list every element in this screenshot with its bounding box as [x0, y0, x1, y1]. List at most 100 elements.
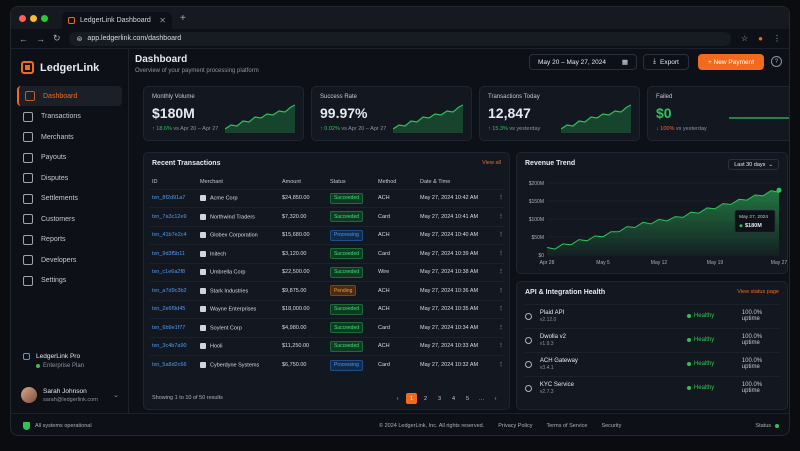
table-row[interactable]: txn_6b9e1f77 Soylent Corp $4,980.00 Succeed… [150, 318, 504, 337]
txn-id-cell[interactable]: txn_2e6f9d45 [150, 299, 198, 319]
maximize-window-button[interactable] [41, 14, 48, 22]
amount-cell: $24,850.00 [280, 188, 328, 208]
table-row[interactable]: txn_9d3f5b11 Initech $3,120.00 Succeeded Car… [150, 244, 504, 263]
x-tick-label: Apr 28 [540, 260, 555, 266]
bookmark-star-icon[interactable]: ☆ [740, 34, 749, 43]
security-link[interactable]: Security [601, 422, 622, 429]
export-button[interactable]: ⤓ Export [643, 54, 689, 70]
page-button[interactable]: 5 [465, 395, 470, 402]
row-actions-icon[interactable]: ⋮ [496, 225, 504, 245]
close-tab-icon[interactable]: ✕ [159, 16, 166, 25]
row-actions-icon[interactable]: ⋮ [496, 281, 504, 300]
table-row[interactable]: txn_5a8d2c66 Cyberdyne Systems $6,750.00 Pr… [150, 355, 504, 374]
table-row[interactable]: txn_a7d9c3b2 Stark Industries $9,875.00 Pen… [150, 281, 504, 300]
copyright: © 2024 LedgerLink, Inc. All rights reser… [379, 422, 485, 429]
privacy-link[interactable]: Privacy Policy [498, 422, 533, 429]
status-cell: Processing [328, 225, 376, 245]
row-actions-icon[interactable]: ⋮ [496, 336, 504, 356]
merchant-name: Cyberdyne Systems [210, 362, 260, 369]
sidebar-item-transactions[interactable]: Transactions [17, 107, 122, 127]
txn-id-cell[interactable]: txn_c1e6a2f8 [150, 262, 198, 282]
sidebar-item-reports[interactable]: Reports [17, 230, 122, 250]
view-status-link[interactable]: View status page [737, 289, 779, 295]
row-actions-icon[interactable]: ⋮ [496, 262, 504, 282]
page-button[interactable]: 1 [406, 393, 417, 404]
page-button[interactable]: … [478, 395, 485, 402]
extension-icon[interactable]: ● [758, 34, 763, 43]
status-cell: Succeeded [328, 244, 376, 263]
tooltip-dot [739, 224, 743, 228]
date-time-cell: May 27, 2024 10:42 AM [418, 188, 496, 208]
date-range-picker[interactable]: May 20 – May 27, 2024 ▦ [529, 54, 637, 70]
table-row[interactable]: txn_7a3c12e9 Northwind Traders $7,320.00 Su… [150, 207, 504, 226]
sidebar-item-disputes[interactable]: Disputes [17, 168, 122, 188]
back-button[interactable]: ← [19, 33, 28, 44]
plan-card[interactable]: LedgerLink Pro Enterprise Plan [17, 349, 123, 373]
method-cell: Card [376, 355, 418, 374]
reload-button[interactable]: ↻ [53, 33, 61, 43]
txn-id-cell[interactable]: txn_a7d9c3b2 [150, 281, 198, 300]
view-all-link[interactable]: View all [482, 160, 501, 166]
page-button[interactable]: ‹ [396, 395, 399, 402]
sidebar-item-settings[interactable]: Settings [17, 271, 122, 291]
revenue-line [546, 190, 780, 250]
status-link[interactable]: Status [755, 422, 771, 429]
browser-tab[interactable]: LedgerLink Dashboard ✕ [62, 12, 172, 29]
merchant-cell: Initech [198, 244, 280, 263]
sparkline-fill [225, 105, 295, 133]
new-tab-button[interactable]: + [180, 12, 186, 24]
txn-id-cell[interactable]: txn_5a8d2c66 [150, 355, 198, 374]
row-actions-icon[interactable]: ⋮ [496, 188, 504, 208]
y-tick-label: $200M [529, 181, 544, 187]
terms-link[interactable]: Terms of Service [546, 422, 588, 429]
sidebar-item-customers[interactable]: Customers [17, 209, 122, 229]
txn-id-cell[interactable]: txn_8f2d91a7 [150, 188, 198, 208]
new-payment-button[interactable]: + New Payment [698, 54, 764, 70]
sidebar-item-settlements[interactable]: Settlements [17, 189, 122, 209]
forward-button[interactable]: → [36, 33, 45, 44]
sidebar-item-dashboard[interactable]: Dashboard [17, 86, 122, 106]
range-select[interactable]: Last 30 days ⌄ [728, 159, 779, 170]
amount-cell: $4,980.00 [280, 318, 328, 337]
sidebar-item-developers[interactable]: Developers [17, 250, 122, 270]
page-button[interactable]: 3 [437, 395, 442, 402]
user-menu[interactable]: Sarah Johnson sarah@ledgerlink.com ⌄ [17, 383, 123, 407]
page-subtitle: Overview of your payment processing plat… [135, 68, 259, 74]
table-row[interactable]: txn_8f2d91a7 Acme Corp $24,850.00 Succeeded… [150, 188, 504, 208]
close-window-button[interactable] [19, 14, 26, 22]
sidebar-item-payouts[interactable]: Payouts [17, 148, 122, 168]
table-row[interactable]: txn_3c4b7a90 Hooli $11,250.00 Succeeded ACH M… [150, 336, 504, 356]
merchant-logo-icon [200, 343, 206, 350]
table-row[interactable]: txn_41b7e2c4 Globex Corporation $15,680.00… [150, 225, 504, 245]
column-header: Amount [282, 178, 301, 185]
page-button[interactable]: 2 [423, 395, 428, 402]
merchant-cell: Soylent Corp [198, 318, 280, 337]
column-header: Method [378, 178, 397, 185]
row-actions-icon[interactable]: ⋮ [496, 207, 504, 226]
help-button[interactable]: ? [771, 56, 782, 67]
page-button[interactable]: › [494, 395, 497, 402]
row-actions-icon[interactable]: ⋮ [496, 299, 504, 319]
row-actions-icon[interactable]: ⋮ [496, 355, 504, 374]
site-info-icon[interactable]: ⊜ [76, 35, 83, 43]
row-actions-icon[interactable]: ⋮ [496, 244, 504, 263]
address-bar[interactable]: ⊜ app.ledgerlink.com/dashboard [68, 31, 731, 46]
column-header: Merchant [200, 178, 223, 185]
menu-dots-icon[interactable]: ⋮ [773, 34, 781, 43]
chevron-down-icon[interactable]: ⌄ [113, 392, 119, 399]
txn-id-cell[interactable]: txn_3c4b7a90 [150, 336, 198, 356]
page-button[interactable]: 4 [451, 395, 456, 402]
txn-id-cell[interactable]: txn_7a3c12e9 [150, 207, 198, 226]
txn-id-cell[interactable]: txn_6b9e1f77 [150, 318, 198, 337]
download-icon: ⤓ [653, 58, 657, 65]
sidebar-item-merchants[interactable]: Merchants [17, 127, 122, 147]
txn-id-cell[interactable]: txn_9d3f5b11 [150, 244, 198, 263]
minimize-window-button[interactable] [30, 14, 37, 22]
txn-id-cell[interactable]: txn_41b7e2c4 [150, 225, 198, 245]
table-row[interactable]: txn_2e6f9d45 Wayne Enterprises $18,000.00 S… [150, 299, 504, 319]
brand-logo[interactable]: LedgerLink [17, 57, 122, 86]
row-actions-icon[interactable]: ⋮ [496, 318, 504, 337]
service-icon [525, 336, 532, 344]
sidebar-item-label: Disputes [41, 174, 69, 182]
table-row[interactable]: txn_c1e6a2f8 Umbrella Corp $22,500.00 Succe… [150, 262, 504, 282]
